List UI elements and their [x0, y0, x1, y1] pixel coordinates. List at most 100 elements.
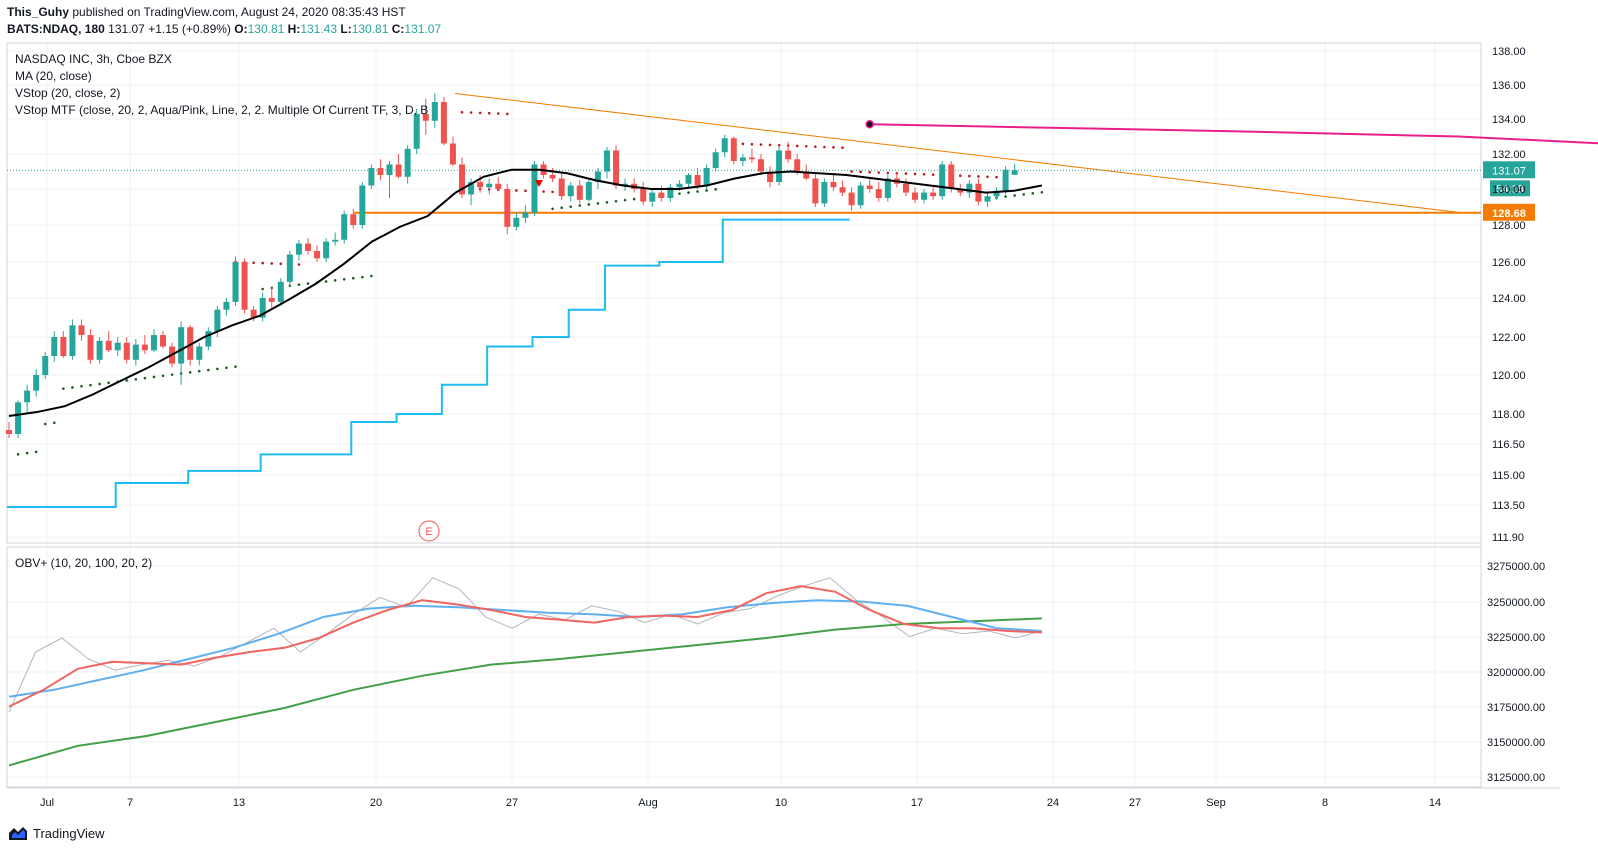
candle-body	[314, 250, 321, 259]
price-tick-label: 113.50	[1492, 500, 1525, 512]
close-value: 131.07	[404, 22, 442, 36]
vstop-dot	[741, 142, 745, 146]
high-label: H:	[287, 22, 301, 36]
candle-body	[613, 150, 620, 186]
candle-body	[1011, 170, 1018, 175]
legend-obv[interactable]: OBV+ (10, 20, 100, 20, 2)	[15, 556, 153, 570]
candle-body	[1002, 169, 1009, 191]
horizontal-levels[interactable]: 131.07 54:18 128.68	[7, 93, 1535, 221]
price-tick-label: 134.00	[1492, 114, 1526, 126]
candle-body	[748, 157, 755, 160]
time-tick-label: 14	[1429, 797, 1441, 809]
vstop-dot	[859, 170, 862, 174]
price-tick-label: 118.00	[1492, 409, 1525, 421]
legend-vstop-mtf[interactable]: VStop MTF (close, 20, 2, Aqua/Pink, Line…	[15, 103, 429, 117]
vstop-dot	[62, 387, 65, 390]
candle-body	[449, 143, 456, 165]
candle-body	[948, 164, 955, 189]
vstop-dot	[877, 171, 881, 174]
vstop-dot	[850, 170, 853, 173]
price-tick-label: 122.00	[1492, 332, 1526, 344]
candle-body	[866, 185, 873, 189]
vstop-dot	[515, 189, 518, 192]
vstop-dot	[279, 262, 283, 266]
candle-body	[295, 243, 302, 255]
vstop-dot	[216, 367, 219, 371]
candle-body	[413, 113, 420, 149]
candle-body	[332, 239, 339, 242]
candle-body	[69, 325, 76, 356]
vstop-dot	[524, 189, 527, 193]
obv-tick-label: 3225000.00	[1487, 632, 1545, 644]
open-label: O:	[234, 22, 248, 36]
price-tick-label: 124.00	[1492, 293, 1526, 305]
candle-body	[15, 402, 22, 434]
candle-body	[921, 192, 928, 200]
candle-body	[658, 192, 665, 198]
low-label: L:	[340, 22, 352, 36]
vstop-dot	[841, 146, 844, 149]
candle-body	[576, 185, 583, 200]
candle-body	[123, 342, 130, 360]
vstop-dot	[469, 111, 473, 114]
vstop-pink-path	[869, 123, 1598, 145]
legend-vstop[interactable]: VStop (20, close, 2)	[15, 86, 121, 100]
candle-body	[495, 183, 502, 189]
price-tick-label: 136.00	[1492, 80, 1526, 92]
vstop-dot	[904, 172, 908, 175]
vstop-dot	[777, 143, 781, 147]
countdown-badge	[1490, 180, 1530, 197]
vstop-dot	[496, 112, 500, 115]
candle-body	[232, 262, 239, 302]
vstop-dot	[234, 365, 237, 368]
vstop-dot	[705, 189, 708, 192]
candle-body	[205, 331, 212, 347]
candle-body	[141, 344, 148, 351]
candle-body	[567, 185, 574, 197]
legend-title[interactable]: NASDAQ INC, 3h, Cboe BZX	[15, 52, 172, 66]
time-tick-label: Aug	[638, 797, 658, 809]
axis-labels: 138.00 136.00 134.00 132.00 130.00 128.00 126.…	[40, 46, 1545, 809]
candle-body	[513, 217, 520, 227]
candle-body	[522, 212, 529, 218]
vstop-dot	[342, 277, 346, 281]
vstop-dot	[1013, 194, 1016, 197]
vstop-dot	[696, 190, 699, 193]
last-price: 131.07	[108, 22, 145, 36]
earnings-marker	[418, 520, 440, 542]
obv-mid-line	[8, 599, 1042, 698]
vstop-dot	[478, 111, 482, 115]
candle-body	[957, 189, 964, 193]
vstop-dot	[551, 207, 554, 211]
candle-body	[794, 159, 801, 172]
vstop-dot	[587, 203, 591, 206]
candle-body	[386, 164, 393, 175]
vstop-dot	[89, 383, 92, 387]
vstop-dot	[170, 373, 174, 376]
open-value: 130.81	[247, 22, 285, 36]
descending-trend-line	[454, 93, 1463, 214]
candle-body	[132, 344, 139, 360]
last-price-badge-text: 131.07	[1492, 165, 1526, 177]
vstop-dot	[361, 275, 364, 279]
candle-body	[721, 138, 728, 153]
author-name[interactable]: This_Guhy	[7, 5, 70, 19]
candle-body	[939, 164, 946, 197]
vstop-dot	[297, 283, 301, 286]
vstop-dot	[197, 369, 201, 373]
candle-body	[368, 168, 375, 186]
legend-ma[interactable]: MA (20, close)	[15, 69, 92, 83]
vstop-dot	[1040, 190, 1044, 194]
time-tick-label: 17	[911, 797, 923, 809]
candle-body	[984, 196, 991, 202]
vstop-dot	[759, 143, 763, 146]
candle-body	[440, 102, 447, 144]
candle-body	[803, 171, 810, 179]
vstop-dot	[551, 190, 554, 194]
earnings-marker-label: E	[425, 526, 432, 538]
footer-brand[interactable]: TradingView	[8, 826, 105, 841]
candle-body	[685, 175, 692, 184]
candle-body	[404, 148, 411, 177]
candle-body	[902, 183, 909, 193]
